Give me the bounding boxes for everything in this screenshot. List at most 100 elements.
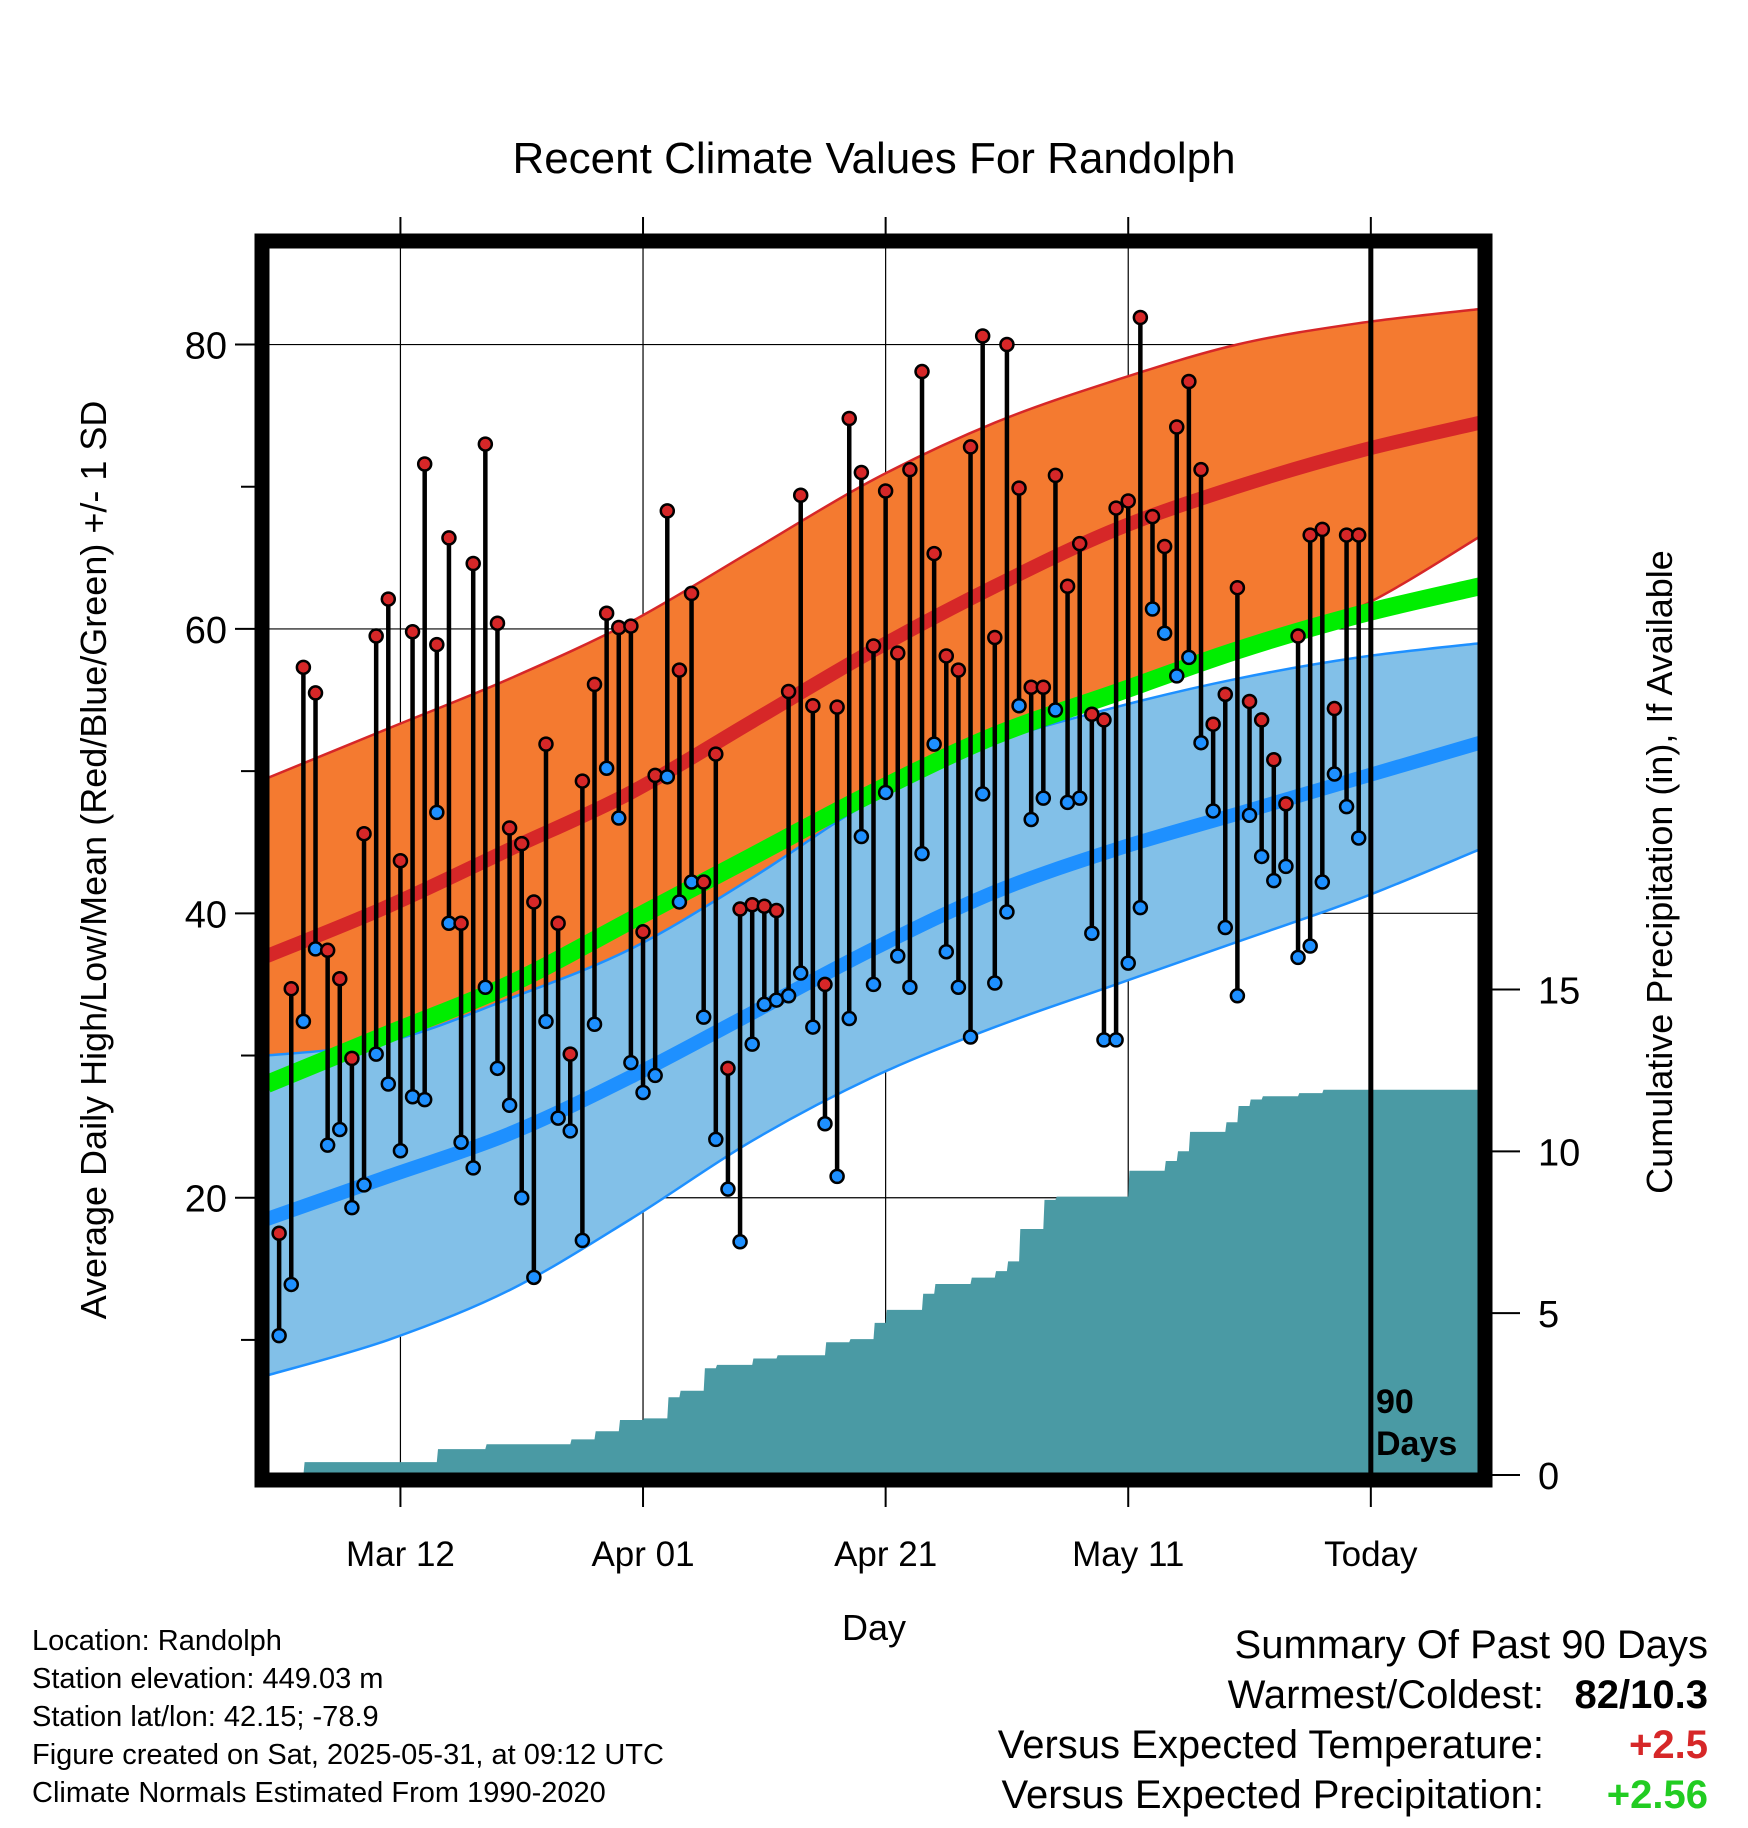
daily-high-point [938, 648, 955, 664]
daily-high-point [950, 662, 967, 678]
daily-low-point [987, 975, 1003, 991]
daily-low-point [671, 894, 688, 910]
normals-text: Climate Normals Estimated From 1990-2020 [32, 1777, 606, 1809]
daily-high-point [1096, 712, 1112, 728]
daily-high-point [283, 980, 300, 997]
daily-low-point [1084, 925, 1100, 941]
daily-low-point [1302, 938, 1318, 954]
daily-low-point [1205, 803, 1221, 819]
summary-temperature: Versus Expected Temperature: +2.5 [998, 1720, 1708, 1770]
daily-low-point [356, 1177, 372, 1193]
daily-high-point [598, 605, 615, 622]
daily-high-point [1011, 480, 1027, 496]
daily-low-point [1023, 811, 1039, 828]
daily-high-point [1120, 493, 1136, 509]
daily-low-point [805, 1019, 821, 1035]
daily-high-point [877, 483, 894, 499]
daily-high-point [1253, 712, 1270, 728]
daily-high-point [1059, 578, 1076, 595]
daily-low-point [744, 1036, 760, 1052]
x-axis-title: Day [842, 1607, 906, 1648]
daily-high-point [695, 874, 712, 890]
daily-low-point [598, 760, 615, 777]
precipitation-label: Versus Expected Precipitation: [1001, 1773, 1544, 1817]
y-axis-left-title: Average Daily High/Low/Mean (Red/Blue/Gr… [73, 401, 114, 1320]
daily-low-point [974, 786, 991, 802]
daily-low-point [829, 1168, 845, 1185]
daily-high-point [344, 1050, 360, 1067]
summary-warmest-coldest: Warmest/Coldest: 82/10.3 [998, 1670, 1708, 1720]
daily-low-point [550, 1110, 566, 1126]
daily-high-point [987, 629, 1003, 646]
daily-low-point [513, 1189, 530, 1206]
y-left-tick-label: 40 [185, 894, 227, 936]
daily-high-point [1290, 628, 1306, 644]
daily-low-point [1035, 790, 1052, 806]
daily-low-point [1108, 1032, 1124, 1048]
daily-high-point [683, 585, 700, 602]
daily-low-point [732, 1234, 748, 1250]
daily-high-point [1217, 686, 1234, 703]
y-left-tick-label: 80 [185, 326, 227, 368]
daily-low-point [574, 1232, 591, 1249]
daily-low-point [562, 1123, 578, 1139]
daily-low-point [404, 1089, 421, 1105]
daily-high-point [902, 461, 918, 478]
today-marker-label-line1: 90 [1376, 1383, 1414, 1421]
daily-high-point [1350, 527, 1367, 543]
daily-low-point [877, 784, 894, 801]
y-axis-right-title: Cumulative Precipitation (in), If Availa… [1639, 550, 1680, 1194]
axes: 20 40 60 80 Mar 12 Apr 01 Apr 21 May 11 Today 0 5 1… [185, 217, 1580, 1574]
daily-high-point [962, 439, 979, 455]
daily-high-point [780, 683, 797, 700]
plot-frame [254, 233, 1493, 1488]
daily-low-point [1326, 766, 1343, 782]
daily-low-point [720, 1181, 736, 1197]
daily-high-point [792, 487, 809, 504]
daily-low-point [926, 736, 942, 752]
daily-high-point [1108, 500, 1124, 516]
daily-low-point [1011, 697, 1027, 714]
daily-low-point [1278, 858, 1294, 875]
daily-high-point [441, 530, 457, 546]
station-info: Location: Randolph Station elevation: 44… [32, 1622, 664, 1812]
low-sd-band-lower-edge [267, 848, 1480, 1377]
daily-high-point [404, 624, 421, 640]
daily-low-point [1193, 734, 1209, 751]
daily-low-point [708, 1131, 724, 1148]
daily-low-point [271, 1327, 287, 1344]
daily-low-point [1217, 919, 1234, 936]
daily-low-point [902, 979, 918, 996]
y-left-tick-label: 60 [185, 610, 227, 652]
daily-high-point [768, 902, 785, 919]
y-right-tick-label: 5 [1538, 1294, 1559, 1336]
daily-low-point [1338, 798, 1355, 815]
daily-high-point [574, 773, 591, 789]
daily-low-point [380, 1076, 397, 1092]
daily-high-point [380, 591, 397, 607]
daily-low-point [1181, 649, 1197, 666]
y-right-tick-label: 15 [1538, 970, 1580, 1012]
daily-high-point [332, 970, 348, 987]
daily-low-point [623, 1054, 639, 1071]
daily-low-point [659, 769, 676, 785]
daily-high-point [1229, 579, 1246, 596]
daily-high-point [1193, 461, 1209, 478]
daily-low-point [1071, 790, 1088, 806]
daily-high-point [501, 820, 518, 836]
summary-precipitation: Versus Expected Precipitation: +2.56 [998, 1770, 1708, 1820]
daily-low-point [586, 1016, 603, 1032]
daily-high-point [635, 924, 651, 940]
daily-low-point [1314, 874, 1331, 890]
daily-high-point [865, 638, 882, 654]
daily-low-point [1156, 625, 1173, 641]
daily-low-point [295, 1013, 312, 1030]
plot-content [267, 245, 1480, 1475]
daily-low-point [647, 1067, 663, 1084]
daily-low-point [1229, 988, 1246, 1004]
daily-high-point [453, 915, 469, 932]
daily-low-point [1144, 601, 1161, 617]
daily-high-point [623, 618, 639, 634]
warmest-coldest-value: 82/10.3 [1574, 1673, 1708, 1717]
daily-high-point [1241, 693, 1258, 710]
